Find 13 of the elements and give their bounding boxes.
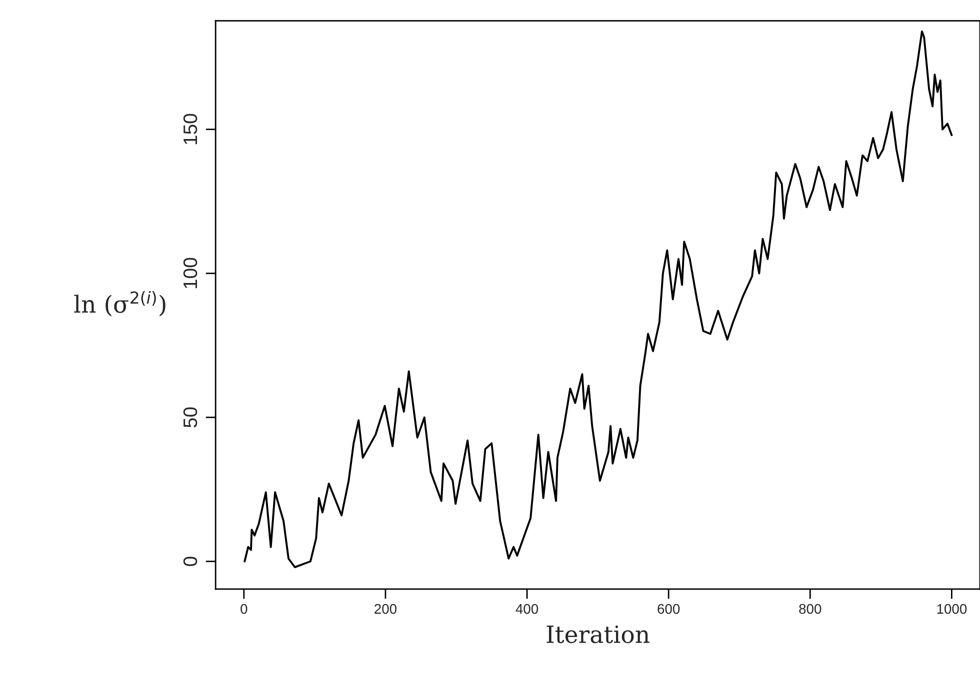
x-tick-label: 800 [799,604,822,614]
x-tick-label: 200 [374,604,397,614]
y-tick-label: 0 [183,556,198,566]
x-tick-label: 1000 [937,604,967,614]
x-tick-label: 400 [516,604,538,614]
y-tick-label: 50 [183,407,198,428]
x-tick-label: 600 [658,604,680,614]
y-tick-label: 150 [183,114,198,144]
line-series [244,30,953,568]
x-axis-title: Iteration [546,625,650,644]
y-axis-title: ln (σ$^{2(i)}$) [74,291,166,316]
y-tick-label: 100 [183,258,198,288]
x-tick-label: 0 [240,604,248,614]
